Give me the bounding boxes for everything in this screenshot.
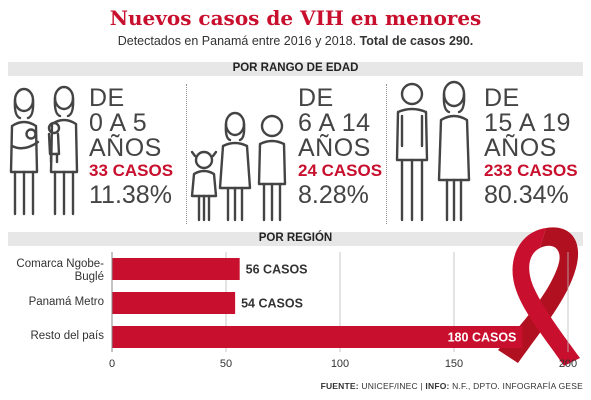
age-group-1: DE 6 A 14 AÑOS 24 CASOS 8.28%: [298, 86, 382, 210]
subtitle-text: Detectados en Panamá entre 2016 y 2018.: [117, 34, 360, 48]
bar-data-label: 180 CASOS: [448, 331, 517, 345]
region-label-text: Comarca Ngobe-Buglé: [16, 258, 104, 283]
region-label-text: Resto del país: [30, 330, 104, 342]
footer-source-label: FUENTE:: [320, 381, 359, 391]
bar: [112, 258, 240, 280]
region-label: Panamá Metro: [4, 296, 104, 309]
age-group-de: DE: [484, 84, 520, 112]
subtitle-total: Total de casos 290.: [359, 34, 474, 48]
age-group-cases: 33 CASOS: [89, 161, 174, 180]
age-section-label: POR RANGO DE EDAD: [232, 62, 359, 74]
x-tick-label: 150: [445, 358, 463, 370]
age-group-range: 15 A 19: [484, 109, 571, 137]
age-group-unit: AÑOS: [89, 134, 162, 162]
footer-info-label: INFO:: [425, 381, 450, 391]
age-group-cases: 24 CASOS: [298, 161, 383, 180]
region-section-band: [8, 232, 583, 246]
teenagers-icon: [392, 80, 476, 226]
footer-info: N.F., DPTO. INFOGRAFÍA GESE: [449, 381, 583, 391]
age-section-band: [8, 62, 583, 76]
x-tick-label: 0: [109, 358, 115, 370]
age-group-percent: 11.38%: [89, 181, 172, 209]
age-divider: [386, 84, 387, 224]
children-icon: [190, 110, 292, 224]
region-section-label: POR REGIÓN: [258, 232, 333, 244]
age-group-de: DE: [89, 84, 125, 112]
x-tick-label: 200: [559, 358, 577, 370]
age-group-percent: 8.28%: [298, 181, 369, 209]
bar: [112, 326, 523, 348]
age-group-2: DE 15 A 19 AÑOS 233 CASOS 80.34%: [484, 86, 578, 210]
age-group-cases: 233 CASOS: [484, 161, 578, 180]
age-group-range: 6 A 14: [298, 109, 371, 137]
age-group-percent: 80.34%: [484, 181, 569, 209]
source-footer: FUENTE: UNICEF/INEC | INFO: N.F., DPTO. …: [321, 381, 583, 391]
region-label: Comarca Ngobe-Buglé: [4, 258, 104, 284]
age-group-0: DE 0 A 5 AÑOS 33 CASOS 11.38%: [89, 86, 173, 210]
bar-data-label: 54 CASOS: [241, 297, 303, 311]
mother-baby-icon: [4, 82, 88, 222]
infographic-subtitle: Detectados en Panamá entre 2016 y 2018. …: [0, 34, 591, 48]
footer-source: UNICEF/INEC |: [358, 381, 426, 391]
age-group-unit: AÑOS: [298, 134, 371, 162]
age-divider: [186, 84, 187, 224]
bar: [112, 292, 236, 314]
age-group-unit: AÑOS: [484, 134, 557, 162]
bar-data-label: 56 CASOS: [246, 263, 308, 277]
age-group-de: DE: [298, 84, 334, 112]
age-group-range: 0 A 5: [89, 109, 148, 137]
infographic-title: Nuevos casos de VIH en menores: [109, 6, 482, 30]
x-tick-label: 100: [331, 358, 349, 370]
x-tick-label: 50: [220, 358, 232, 370]
region-label: Resto del país: [4, 330, 104, 343]
region-label-text: Panamá Metro: [28, 296, 104, 308]
region-bar-chart: 0 50 100 150 200 56 CASOS 54 CASOS 180 CASOS: [109, 252, 577, 370]
